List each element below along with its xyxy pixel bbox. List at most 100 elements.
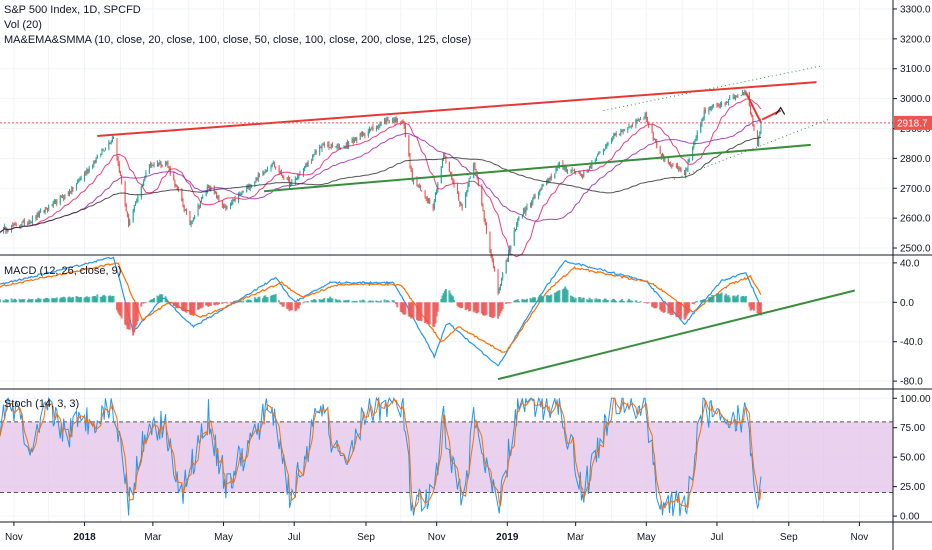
candle-body <box>623 129 625 132</box>
candle-body <box>465 194 467 208</box>
candle-body <box>360 133 362 135</box>
macd-hist-bar <box>339 300 342 303</box>
macd-hist-bar <box>442 293 445 303</box>
macd-hist-bar <box>200 302 203 309</box>
candle-body <box>606 144 608 146</box>
macd-hist-bar <box>319 299 322 303</box>
candle-body <box>532 198 534 203</box>
stoch-line <box>0 396 762 517</box>
macd-hist-bar <box>740 296 743 303</box>
candle-body <box>38 211 40 218</box>
macd-hist-bar <box>395 302 398 305</box>
macd-hist-bar <box>70 297 73 303</box>
macd-hist-bar <box>140 302 143 307</box>
macd-trend-line <box>497 289 856 381</box>
candle-body <box>297 176 299 180</box>
macd-hist-bar <box>612 298 615 303</box>
macd-hist-bar <box>334 298 337 303</box>
macd-hist-bar <box>491 302 494 318</box>
candle-body <box>531 202 533 207</box>
candle-body <box>729 96 731 100</box>
candle-body <box>48 205 50 210</box>
macd-hist-bar <box>589 299 592 303</box>
candle-body <box>659 147 661 154</box>
x-tick-label: May <box>214 532 233 543</box>
candle-body <box>63 197 65 199</box>
y-tick-label: 50.00 <box>900 453 925 464</box>
macd-hist-bar <box>758 302 761 315</box>
macd-hist-bar <box>263 296 266 303</box>
macd-hist-bar <box>711 294 714 303</box>
macd-hist-bar <box>639 301 642 303</box>
macd-hist-bar <box>391 300 394 303</box>
macd-hist-bar <box>702 299 705 303</box>
candle-body <box>620 131 622 134</box>
macd-hist-bar <box>96 294 99 303</box>
macd-hist-bar <box>506 302 509 303</box>
macd-hist-bar <box>311 300 314 303</box>
macd-hist-bar <box>753 302 756 311</box>
candle-body <box>499 284 501 290</box>
macd-hist-bar <box>282 302 285 307</box>
macd-hist-bar <box>232 300 235 303</box>
macd-hist-bar <box>100 296 103 303</box>
y-tick-label: 40.0 <box>900 258 920 269</box>
macd-hist-bar <box>485 302 488 315</box>
candle-body <box>167 161 169 167</box>
stoch-legend: Stoch (14, 3, 3) <box>4 397 79 412</box>
macd-hist-bar <box>91 296 94 303</box>
macd-hist-bar <box>80 297 83 303</box>
macd-hist-bar <box>226 302 229 304</box>
candle-body <box>555 170 557 174</box>
macd-hist-bar <box>476 302 479 314</box>
macd-hist-bar <box>678 302 681 318</box>
macd-hist-bar <box>619 300 622 303</box>
macd-hist-bar <box>505 302 508 305</box>
candle-body <box>72 187 74 190</box>
candle-body <box>233 198 235 201</box>
macd-hist-bar <box>326 298 329 303</box>
candle-body <box>362 133 364 135</box>
candle-body <box>518 216 520 220</box>
macd-hist-bar <box>642 302 645 303</box>
candle-body <box>372 127 374 130</box>
candle-body <box>174 180 176 187</box>
candle-body <box>135 201 137 206</box>
macd-hist-bar <box>249 299 252 303</box>
y-tick-label: 2800.0 <box>900 154 931 165</box>
macd-hist-bar <box>750 302 753 311</box>
candle-body <box>113 138 115 140</box>
candle-body <box>165 163 167 166</box>
macd-hist-bar <box>671 302 674 315</box>
macd-hist-bar <box>253 297 256 303</box>
candle-body <box>71 187 73 193</box>
candle-body <box>700 123 702 133</box>
candle-body <box>513 230 515 246</box>
macd-hist-bar <box>215 302 218 305</box>
candle-body <box>384 120 386 124</box>
candle-body <box>132 209 134 221</box>
macd-hist-bar <box>75 296 78 303</box>
candle-body <box>425 196 427 199</box>
candle-body <box>224 205 226 207</box>
candle-body <box>338 144 340 150</box>
macd-hist-bar <box>691 302 694 304</box>
macd-hist-bar <box>399 302 402 312</box>
macd-hist-bar <box>234 300 237 303</box>
macd-hist-bar <box>733 295 736 303</box>
macd-hist-bar <box>481 302 484 316</box>
macd-hist-bar <box>581 297 584 303</box>
macd-hist-bar <box>392 300 395 303</box>
candle-body <box>489 231 491 252</box>
candle-body <box>412 179 414 182</box>
macd-hist-bar <box>188 302 191 315</box>
candle-body <box>375 127 377 130</box>
macd-hist-bar <box>615 301 618 303</box>
vol-indicator: Vol (20) <box>4 19 42 31</box>
candle-body <box>589 166 591 170</box>
y-tick-label: 100.00 <box>900 394 931 405</box>
macd-hist-bar <box>264 295 267 303</box>
macd-hist-bar <box>51 298 54 303</box>
macd-hist-bar <box>587 300 590 303</box>
candle-body <box>23 220 25 225</box>
